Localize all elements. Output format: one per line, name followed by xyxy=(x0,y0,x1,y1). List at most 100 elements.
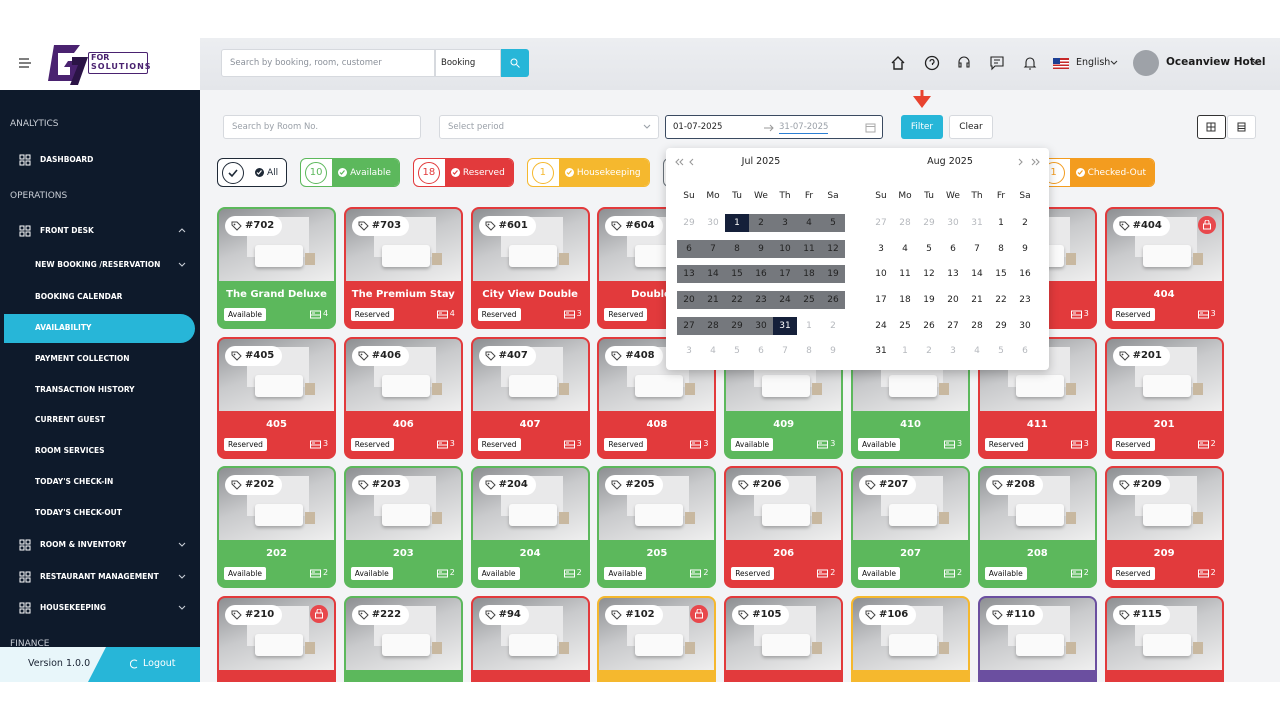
calendar-day[interactable]: 23 xyxy=(749,291,773,309)
calendar-day[interactable]: 28 xyxy=(971,321,983,331)
room-card[interactable]: #208 208 Available 2 xyxy=(977,466,1097,589)
calendar-day[interactable]: 2 xyxy=(749,214,773,232)
calendar-day[interactable]: 4 xyxy=(710,346,716,356)
filter-button[interactable]: Filter xyxy=(901,115,943,139)
logout-label[interactable]: Logout xyxy=(143,658,176,669)
calendar-day[interactable]: 30 xyxy=(1019,321,1031,331)
menu-item[interactable]: AVAILABILITY xyxy=(35,323,92,332)
calendar-day[interactable]: 29 xyxy=(923,218,935,228)
room-card[interactable]: #202 202 Available 2 xyxy=(217,466,336,589)
calendar-day[interactable]: 30 xyxy=(749,317,773,335)
room-card[interactable]: #203 203 Available 2 xyxy=(343,466,463,589)
calendar-day[interactable]: 15 xyxy=(995,269,1007,279)
calendar-day[interactable]: 20 xyxy=(677,291,701,309)
menu-item[interactable]: TODAY'S CHECK-IN xyxy=(35,477,114,486)
calendar-day[interactable]: 7 xyxy=(701,240,725,258)
calendar-day[interactable]: 18 xyxy=(899,295,911,305)
calendar-day[interactable]: 31 xyxy=(875,346,887,356)
calendar-day[interactable]: 10 xyxy=(875,269,887,279)
room-card[interactable]: #209 209 Reserved 2 xyxy=(1104,466,1224,589)
calendar-day[interactable]: 17 xyxy=(875,295,887,305)
room-card[interactable]: #408 408 Reserved 3 xyxy=(597,336,717,459)
calendar-day[interactable]: 25 xyxy=(899,321,911,331)
room-card[interactable]: #407 407 Reserved 3 xyxy=(470,336,590,459)
room-card[interactable]: #703 The Premium Stay Reserved 4 xyxy=(343,207,463,329)
calendar-day[interactable]: 13 xyxy=(677,265,701,283)
calendar-day[interactable]: 9 xyxy=(830,346,836,356)
room-card[interactable]: #105 xyxy=(724,596,844,682)
toolbar-icon[interactable] xyxy=(890,55,906,71)
calendar-day[interactable]: 6 xyxy=(950,244,956,254)
room-card[interactable]: #201 201 Reserved 2 xyxy=(1104,336,1224,459)
room-card[interactable]: #601 City View Double Reserved 3 xyxy=(470,207,590,329)
status-chip[interactable]: 10 Available xyxy=(300,158,400,187)
room-card[interactable]: #205 205 Available 2 xyxy=(597,466,717,589)
calendar-day[interactable]: 19 xyxy=(923,295,935,305)
toolbar-icon[interactable] xyxy=(956,55,972,71)
calendar-day[interactable]: 29 xyxy=(995,321,1007,331)
calendar-day[interactable]: 3 xyxy=(878,244,884,254)
calendar-day[interactable]: 26 xyxy=(821,291,845,309)
clear-button[interactable]: Clear xyxy=(949,115,993,139)
room-card[interactable]: #702 The Grand Deluxe Available 4 xyxy=(217,207,336,329)
date-range[interactable]: 01-07-2025 31-07-2025 xyxy=(665,115,883,139)
calendar-day[interactable]: 7 xyxy=(782,346,788,356)
calendar-day[interactable]: 6 xyxy=(677,240,701,258)
calendar-day[interactable]: 12 xyxy=(821,240,845,258)
room-card[interactable]: #406 406 Reserved 3 xyxy=(343,336,463,459)
calendar-day[interactable]: 11 xyxy=(797,240,821,258)
search-box[interactable]: Search by booking, room, customer xyxy=(221,49,435,77)
calendar-day[interactable]: 4 xyxy=(797,214,821,232)
calendar-day[interactable]: 26 xyxy=(923,321,935,331)
calendar-day[interactable]: 27 xyxy=(677,317,701,335)
calendar-day[interactable]: 31 xyxy=(773,317,797,335)
status-chip[interactable]: 18 Reserved xyxy=(412,158,514,187)
room-card[interactable]: #106 xyxy=(851,596,970,682)
room-card[interactable]: #222 xyxy=(343,596,463,682)
room-card[interactable]: #207 207 Available 2 xyxy=(851,466,970,589)
toolbar-icon[interactable] xyxy=(1022,55,1038,71)
search-button[interactable] xyxy=(501,49,529,77)
toolbar-icon[interactable] xyxy=(989,55,1005,71)
calendar-day[interactable]: 7 xyxy=(974,244,980,254)
calendar-day[interactable]: 3 xyxy=(773,214,797,232)
room-card[interactable]: #204 204 Available 2 xyxy=(470,466,590,589)
calendar-day[interactable]: 4 xyxy=(902,244,908,254)
view-toggle-grid[interactable] xyxy=(1197,115,1226,139)
room-card[interactable]: #405 405 Reserved 3 xyxy=(217,336,336,459)
calendar-day[interactable]: 19 xyxy=(821,265,845,283)
menu-item[interactable]: ROOM & INVENTORY xyxy=(40,540,127,549)
calendar-day[interactable]: 6 xyxy=(1022,346,1028,356)
calendar-day[interactable]: 28 xyxy=(899,218,911,228)
menu-item[interactable]: BOOKING CALENDAR xyxy=(35,292,123,301)
menu-item[interactable]: ROOM SERVICES xyxy=(35,446,105,455)
calendar-day[interactable]: 10 xyxy=(773,240,797,258)
period-select[interactable]: Select period xyxy=(439,115,659,139)
calendar-day[interactable]: 31 xyxy=(971,218,983,228)
calendar-day[interactable]: 3 xyxy=(686,346,692,356)
calendar-day[interactable]: 3 xyxy=(950,346,956,356)
calendar-day[interactable]: 8 xyxy=(998,244,1004,254)
calendar-day[interactable]: 12 xyxy=(923,269,935,279)
calendar-day[interactable]: 14 xyxy=(701,265,725,283)
calendar-day[interactable]: 15 xyxy=(725,265,749,283)
status-chip[interactable]: 1 Checked-Out xyxy=(1037,158,1155,187)
calendar-day[interactable]: 16 xyxy=(749,265,773,283)
calendar-day[interactable]: 8 xyxy=(725,240,749,258)
calendar-day[interactable]: 5 xyxy=(734,346,740,356)
menu-toggle[interactable] xyxy=(18,57,32,69)
calendar-day[interactable]: 25 xyxy=(797,291,821,309)
calendar-day[interactable]: 1 xyxy=(725,214,749,232)
search-scope[interactable]: Booking xyxy=(435,49,501,77)
language-select[interactable]: English xyxy=(1076,57,1111,68)
calendar-day[interactable]: 29 xyxy=(725,317,749,335)
room-card[interactable]: #102 xyxy=(597,596,717,682)
calendar-day[interactable]: 11 xyxy=(899,269,911,279)
calendar-day[interactable]: 9 xyxy=(1022,244,1028,254)
calendar-day[interactable]: 6 xyxy=(758,346,764,356)
menu-item[interactable]: FRONT DESK xyxy=(40,226,94,235)
calendar-day[interactable]: 1 xyxy=(902,346,908,356)
calendar-day[interactable]: 5 xyxy=(926,244,932,254)
status-chip[interactable]: All xyxy=(217,158,288,187)
menu-item[interactable]: PAYMENT COLLECTION xyxy=(35,354,130,363)
